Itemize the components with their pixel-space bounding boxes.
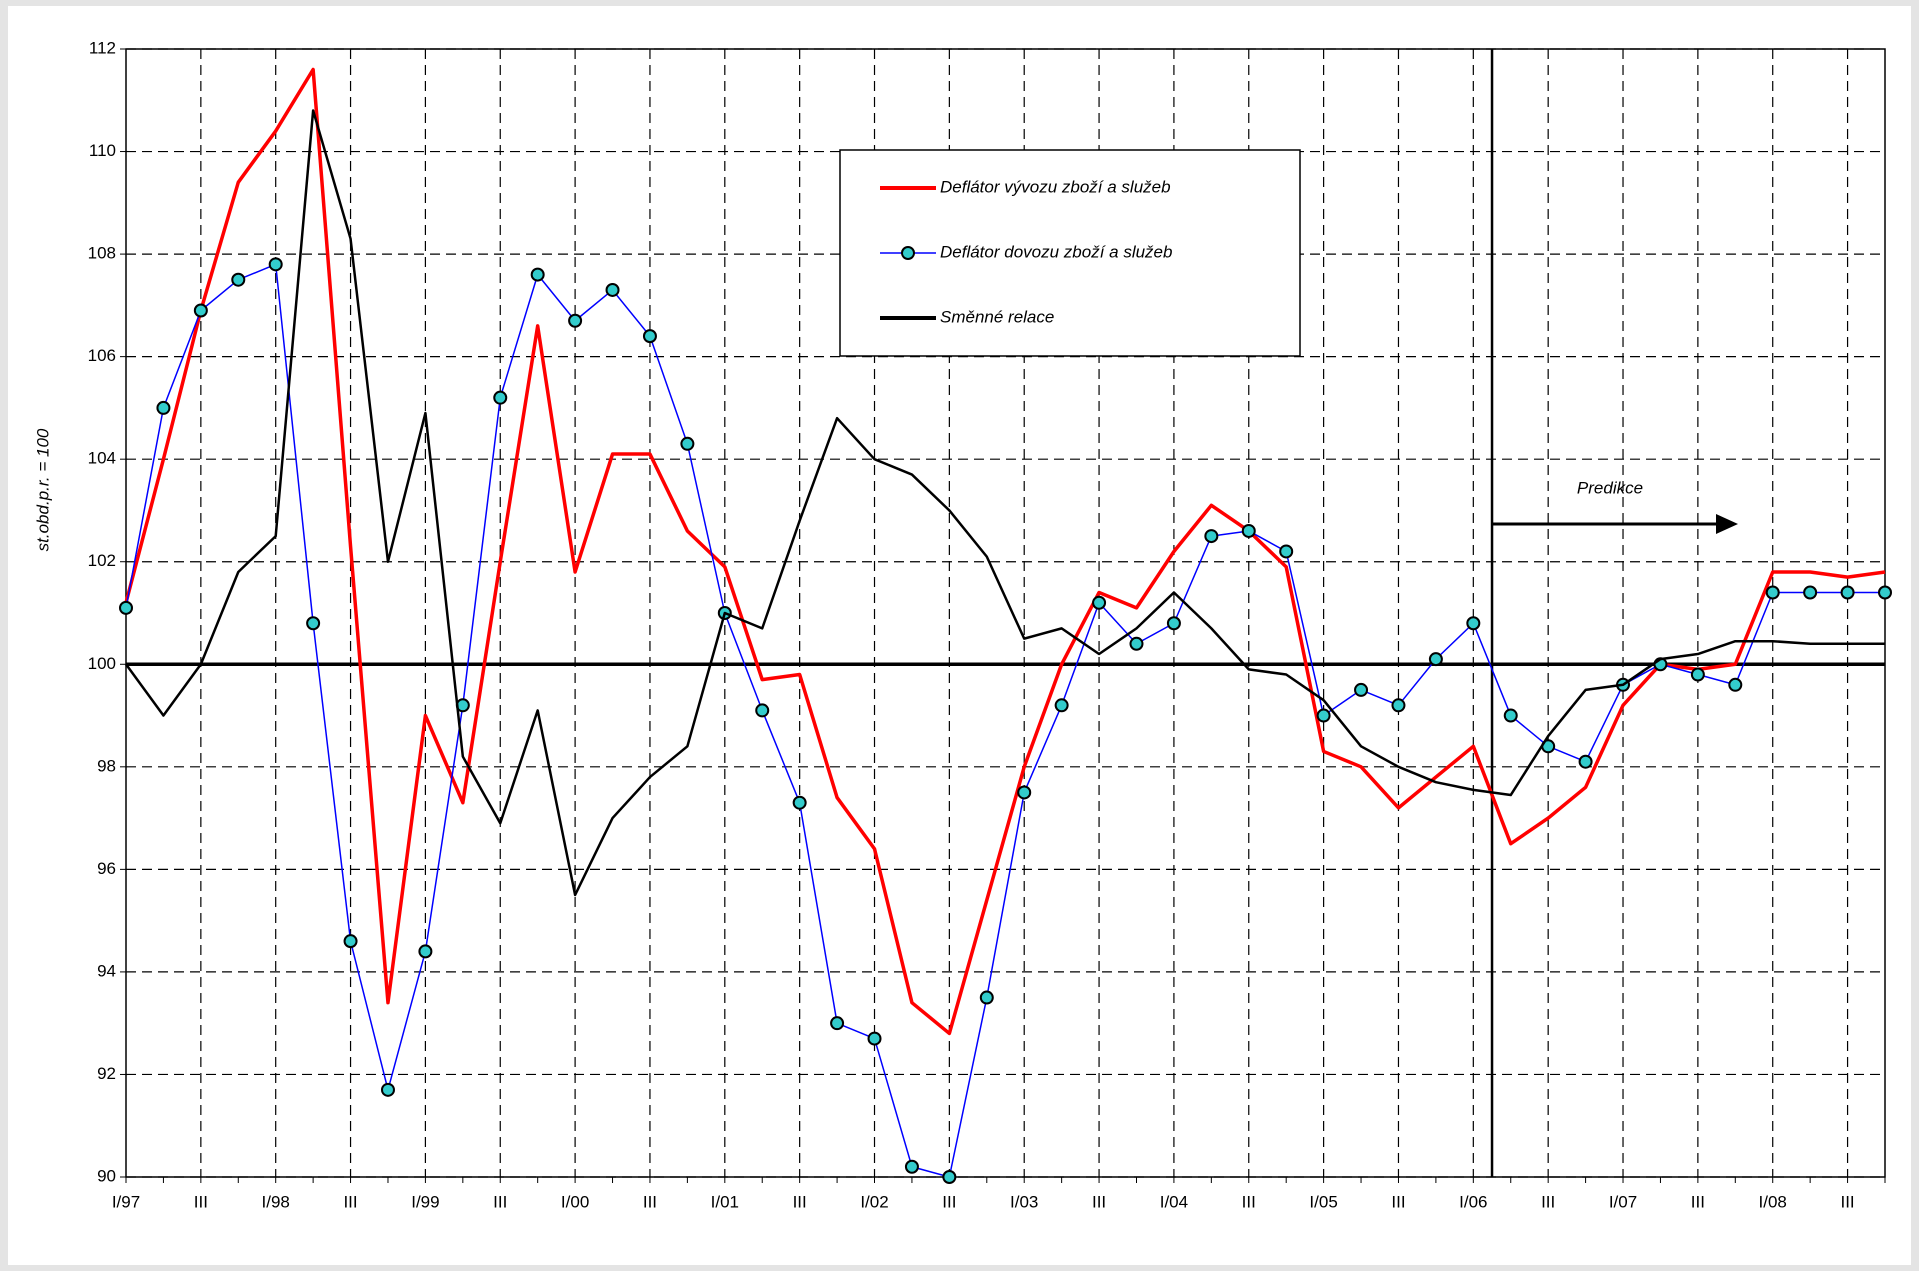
series-line xyxy=(124,67,1886,1036)
marker xyxy=(680,436,695,451)
y-tick-label: 106 xyxy=(88,346,116,365)
y-tick-label: 100 xyxy=(88,654,116,673)
y-tick-label: 108 xyxy=(88,244,116,263)
marker xyxy=(1092,595,1107,610)
marker xyxy=(904,1159,919,1174)
marker xyxy=(530,267,545,282)
x-tick-label: I/01 xyxy=(711,1192,739,1211)
marker xyxy=(1017,785,1032,800)
x-tick-label: III xyxy=(194,1192,208,1211)
x-tick-label: I/05 xyxy=(1309,1192,1337,1211)
legend-label: Deflátor vývozu zboží a služeb xyxy=(940,177,1171,196)
marker xyxy=(306,616,321,631)
y-tick-label: 92 xyxy=(97,1064,116,1083)
x-tick-label: I/98 xyxy=(262,1192,290,1211)
y-tick-label: 98 xyxy=(97,756,116,775)
y-tick-label: 112 xyxy=(89,38,116,57)
y-tick-label: 96 xyxy=(97,859,116,878)
x-tick-label: III xyxy=(1242,1192,1256,1211)
x-tick-label: III xyxy=(1092,1192,1106,1211)
x-tick-label: I/02 xyxy=(860,1192,888,1211)
marker xyxy=(830,1016,845,1031)
marker xyxy=(1279,544,1294,559)
marker xyxy=(380,1082,395,1097)
legend-label: Směnné relace xyxy=(940,307,1054,326)
marker xyxy=(1054,698,1069,713)
marker xyxy=(1690,667,1705,682)
x-tick-label: I/04 xyxy=(1160,1192,1188,1211)
marker xyxy=(231,272,246,287)
x-tick-label: I/00 xyxy=(561,1192,589,1211)
marker xyxy=(1878,585,1892,600)
legend-marker xyxy=(901,246,915,260)
marker xyxy=(1428,652,1443,667)
marker xyxy=(1166,616,1181,631)
x-tick-label: III xyxy=(493,1192,507,1211)
marker xyxy=(1840,585,1855,600)
marker xyxy=(568,313,583,328)
x-tick-label: I/99 xyxy=(411,1192,439,1211)
marker xyxy=(1204,529,1219,544)
marker xyxy=(1578,754,1593,769)
x-tick-label: III xyxy=(793,1192,807,1211)
x-tick-label: I/03 xyxy=(1010,1192,1038,1211)
marker xyxy=(1503,708,1518,723)
y-tick-label: 94 xyxy=(97,961,116,980)
marker xyxy=(642,329,657,344)
marker xyxy=(119,600,133,615)
marker xyxy=(867,1031,882,1046)
marker xyxy=(1129,636,1144,651)
marker xyxy=(605,282,620,297)
marker xyxy=(343,934,358,949)
marker xyxy=(418,944,433,959)
marker xyxy=(156,400,171,415)
x-tick-label: I/97 xyxy=(112,1192,140,1211)
x-tick-label: III xyxy=(1691,1192,1705,1211)
marker xyxy=(1316,708,1331,723)
marker xyxy=(193,303,208,318)
marker xyxy=(755,703,770,718)
y-tick-label: 110 xyxy=(89,141,116,160)
prediction-arrowhead xyxy=(1716,514,1738,534)
x-tick-label: III xyxy=(1391,1192,1405,1211)
legend-label: Deflátor dovozu zboží a služeb xyxy=(940,242,1172,261)
series-line xyxy=(125,263,1885,1178)
marker xyxy=(1354,682,1369,697)
marker xyxy=(268,257,283,272)
y-axis-label: st.obd.p.r. = 100 xyxy=(33,428,52,551)
x-tick-label: I/08 xyxy=(1759,1192,1787,1211)
x-tick-label: III xyxy=(1840,1192,1854,1211)
x-tick-label: III xyxy=(1541,1192,1555,1211)
x-tick-label: III xyxy=(942,1192,956,1211)
marker xyxy=(1241,523,1256,538)
marker xyxy=(979,990,994,1005)
series-line xyxy=(124,109,1885,897)
annotation: Predikce xyxy=(1577,478,1643,497)
marker xyxy=(1803,585,1818,600)
marker xyxy=(1466,616,1481,631)
x-tick-label: I/06 xyxy=(1459,1192,1487,1211)
y-tick-label: 90 xyxy=(97,1166,116,1185)
y-tick-label: 104 xyxy=(88,449,116,468)
x-tick-label: III xyxy=(343,1192,357,1211)
marker xyxy=(493,390,508,405)
marker xyxy=(942,1170,957,1184)
x-tick-label: III xyxy=(643,1192,657,1211)
marker xyxy=(1728,677,1743,692)
y-tick-label: 102 xyxy=(88,551,116,570)
marker xyxy=(1765,585,1780,600)
x-tick-label: I/07 xyxy=(1609,1192,1637,1211)
marker xyxy=(792,795,807,810)
marker xyxy=(1391,698,1406,713)
